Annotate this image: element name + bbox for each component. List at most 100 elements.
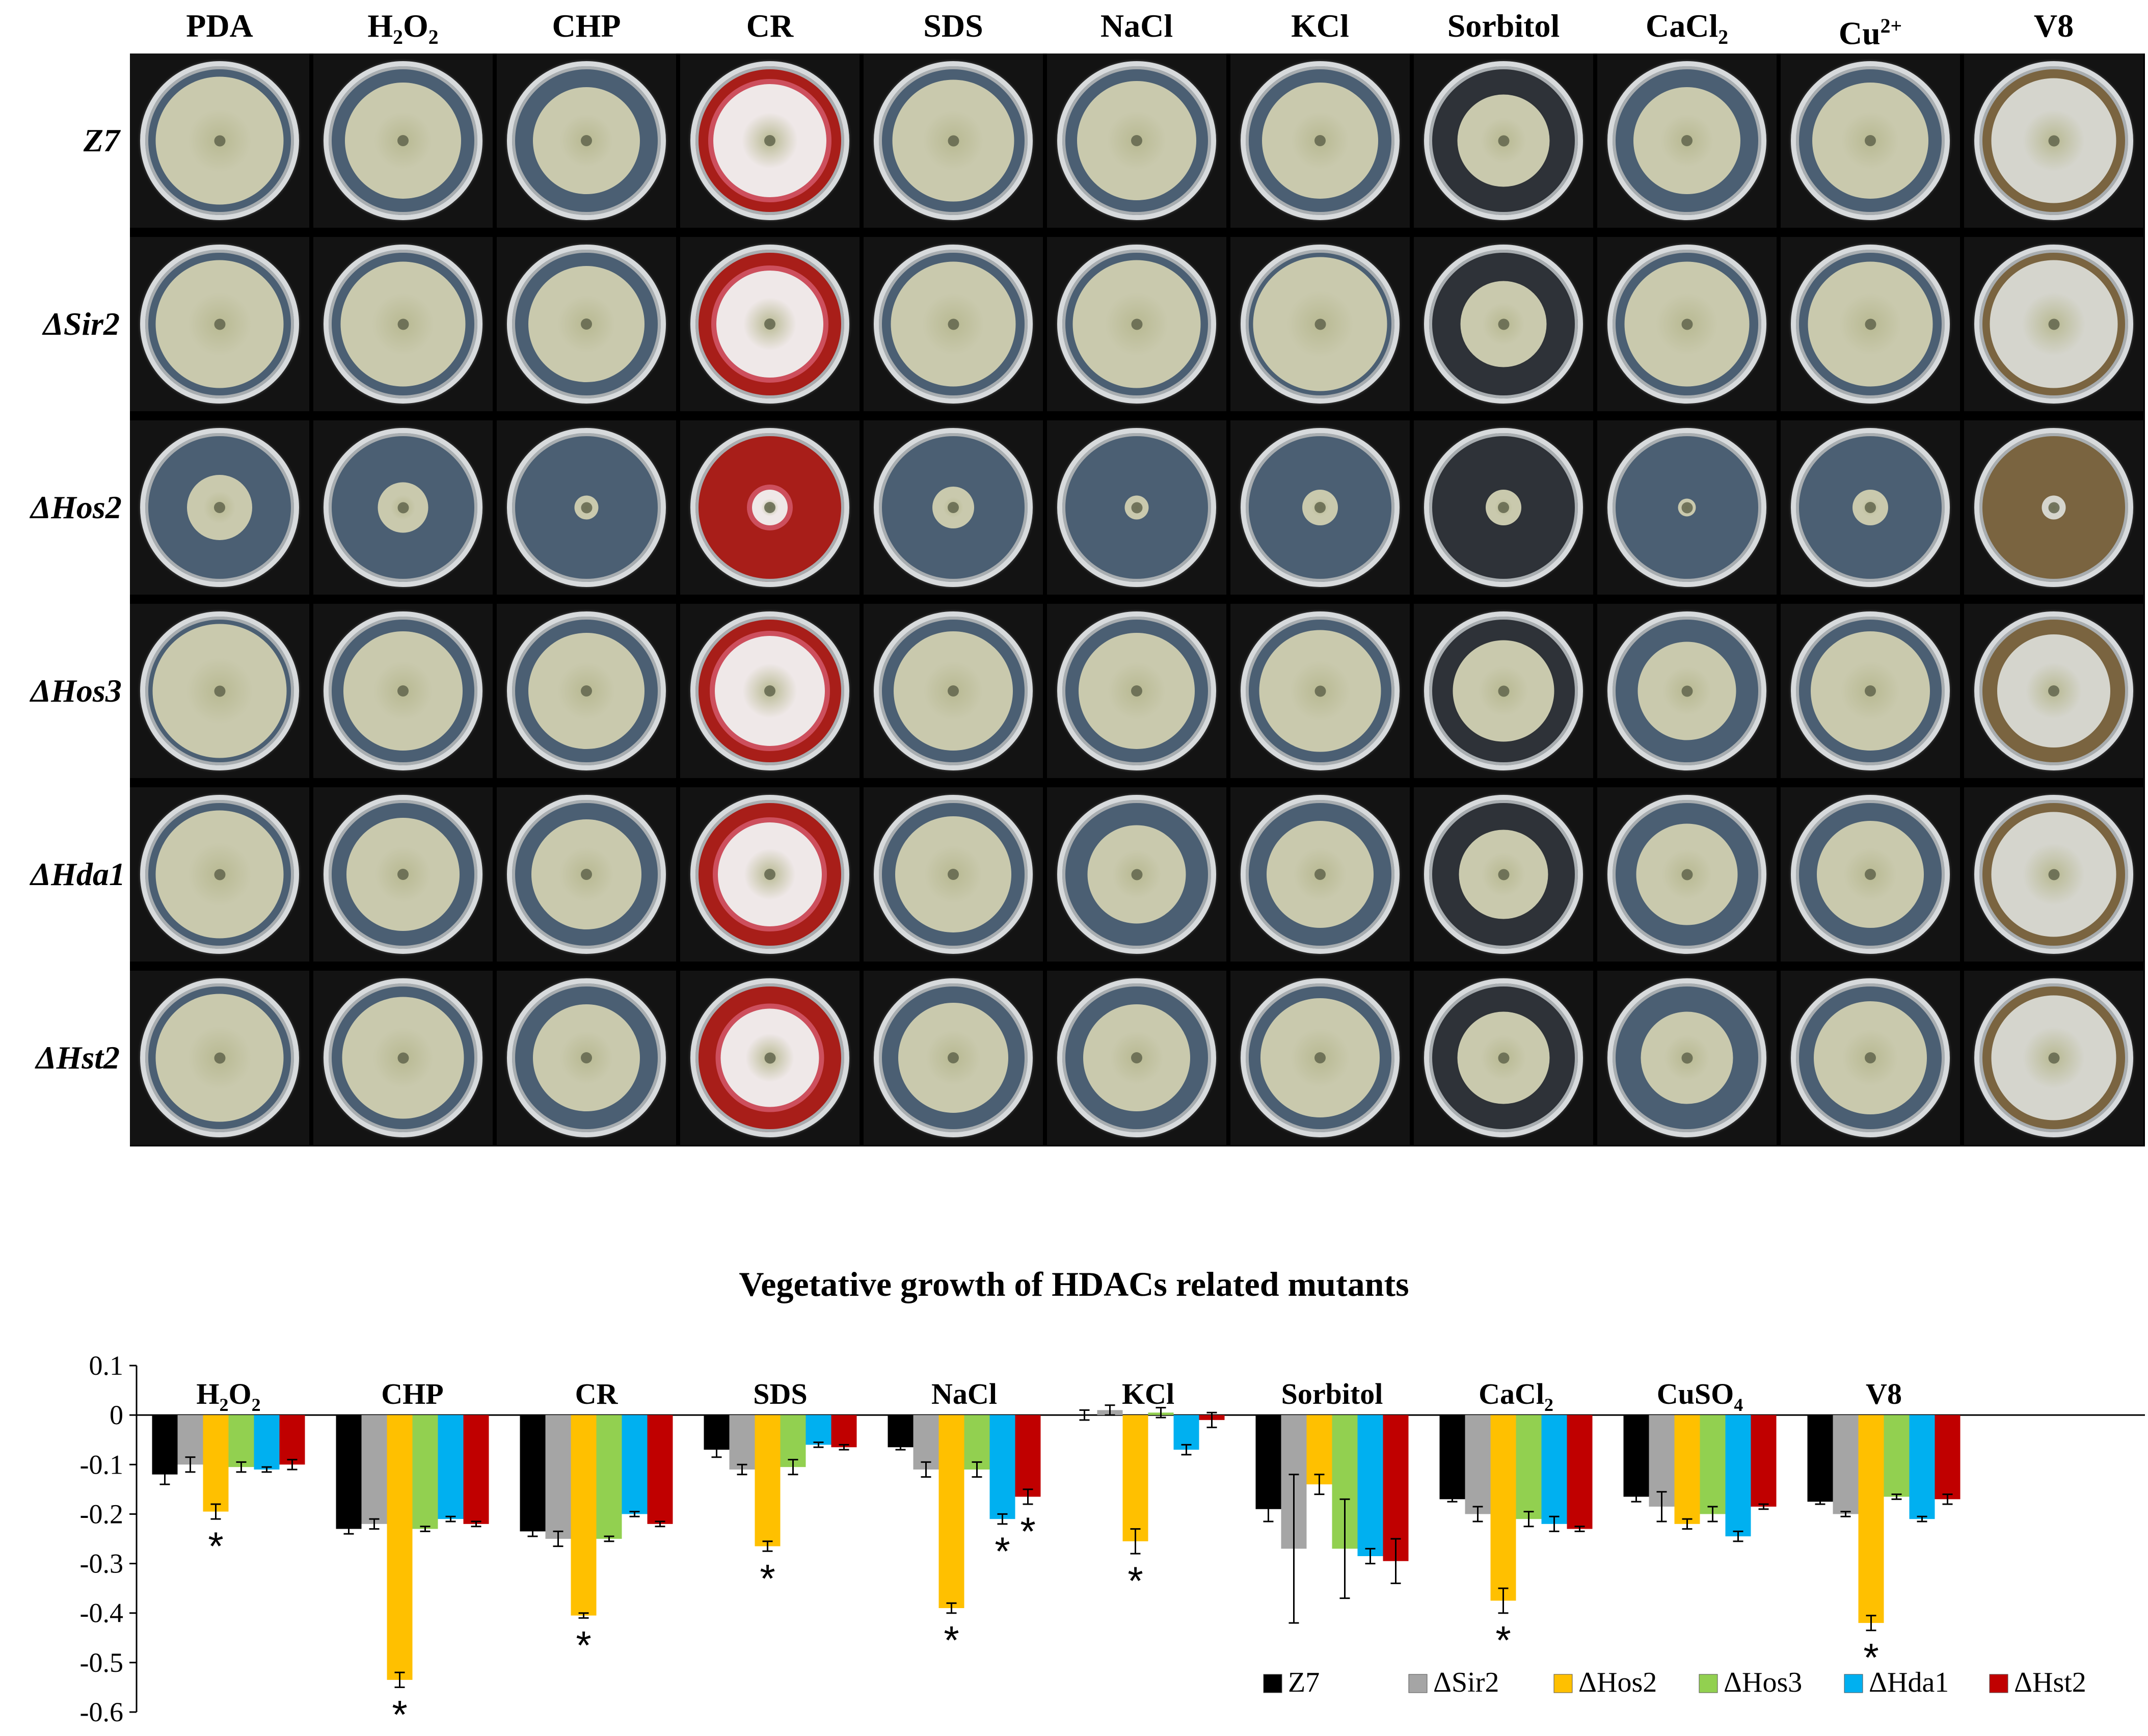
y-tick-label: -0.2 [80,1499,123,1529]
bar [806,1415,831,1445]
plate-image [497,787,676,962]
inoculation-point [1131,869,1142,880]
bar [888,1415,914,1448]
row-header: ΔHos2 [31,489,122,525]
plate-image [130,604,309,778]
fungal-colony [1083,1004,1190,1111]
inoculation-point [1681,685,1693,697]
inoculation-point [1314,1052,1326,1063]
plate-image [1230,54,1410,228]
petri-dish [1057,978,1216,1137]
bar [780,1415,806,1467]
fungal-colony [1262,83,1378,199]
plate-image [1597,420,1777,595]
plate-image [313,604,493,778]
petri-dish [1607,611,1766,770]
fungal-colony [378,482,428,533]
inoculation-point [1314,502,1326,513]
row-header: Z7 [83,122,120,158]
bar [913,1415,939,1470]
plate-image [1597,237,1777,411]
petri-dish [690,611,849,770]
petri-dish [1791,245,1950,404]
bar [279,1415,305,1465]
legend-swatch [1699,1674,1718,1693]
bar [361,1415,387,1524]
petri-dish [1974,978,2133,1137]
inoculation-point [1498,869,1509,880]
column-header: Cu2+ [1838,15,1902,51]
bar [1541,1415,1567,1524]
petri-dish [690,245,849,404]
petri-dish [507,245,666,404]
plate-image [1414,604,1593,778]
plate-image [1781,971,1960,1145]
column-header: NaCl [1100,8,1173,44]
petri-dish [1974,611,2133,770]
bar-chart: 0.1 0 -0.1 -0.2 -0.3 -0.4 -0.5 -0.6 H2​O2​ CHP CR S… [80,1350,2145,1736]
inoculation-point [1314,869,1326,880]
fungal-colony [891,261,1016,387]
inoculation-point [397,1052,409,1063]
plate-image [1597,604,1777,778]
bar [177,1415,203,1465]
bar [1439,1415,1465,1500]
fungal-colony [152,624,287,758]
plate-image [313,787,493,962]
plate-image [1047,971,1226,1145]
plate-image [313,971,493,1145]
bar [520,1415,546,1532]
bar [755,1415,781,1546]
legend-label: ΔSir2 [1433,1667,1499,1698]
significance-star: * [208,1524,223,1568]
inoculation-point [1681,318,1693,330]
inoculation-point [2048,1052,2059,1063]
fungal-colony [898,1003,1008,1113]
plate-image [680,971,860,1145]
plate-image [1597,787,1777,962]
petri-dish [1791,428,1950,587]
fungal-colony [1991,812,2116,937]
fungal-colony [1812,83,1928,199]
inoculation-point [1314,318,1326,330]
inoculation-point [2048,869,2059,880]
significance-star: * [995,1529,1010,1573]
inoculation-point [1314,685,1326,697]
inoculation-point [1131,502,1142,513]
fungal-colony [718,822,822,926]
plate-photo-grid [130,54,2145,1146]
inoculation-point [764,685,775,697]
fungal-colony [187,475,252,540]
bar [1173,1415,1199,1450]
petri-dish [1057,611,1216,770]
fungal-colony [155,810,284,939]
bar [1751,1415,1777,1507]
fungal-colony [1624,261,1750,387]
plate-image [680,604,860,778]
row-header: ΔHos3 [31,673,122,709]
bar [1623,1415,1649,1497]
fungal-colony [1991,78,2116,203]
legend-swatch [1989,1674,2008,1693]
bar [1567,1415,1593,1529]
plate-image [313,420,493,595]
plate-image [130,54,309,228]
inoculation-point [214,318,225,330]
fungal-colony [533,1004,640,1111]
legend-label: ΔHst2 [2014,1667,2086,1698]
inoculation-point [1131,1052,1142,1063]
fungal-colony [340,261,466,387]
plate-image [864,787,1043,962]
fungal-colony [1072,260,1201,388]
fungal-colony [1852,490,1888,525]
fungal-colony [1457,94,1550,187]
inoculation-point [764,869,775,880]
fungal-colony [1460,281,1547,367]
fungal-colony [1997,634,2110,747]
plate-image [1047,54,1226,228]
bar [596,1415,622,1539]
petri-dish [1241,795,1400,954]
inoculation-point [948,1052,959,1063]
plate-image [864,971,1043,1145]
inoculation-point [214,869,225,880]
